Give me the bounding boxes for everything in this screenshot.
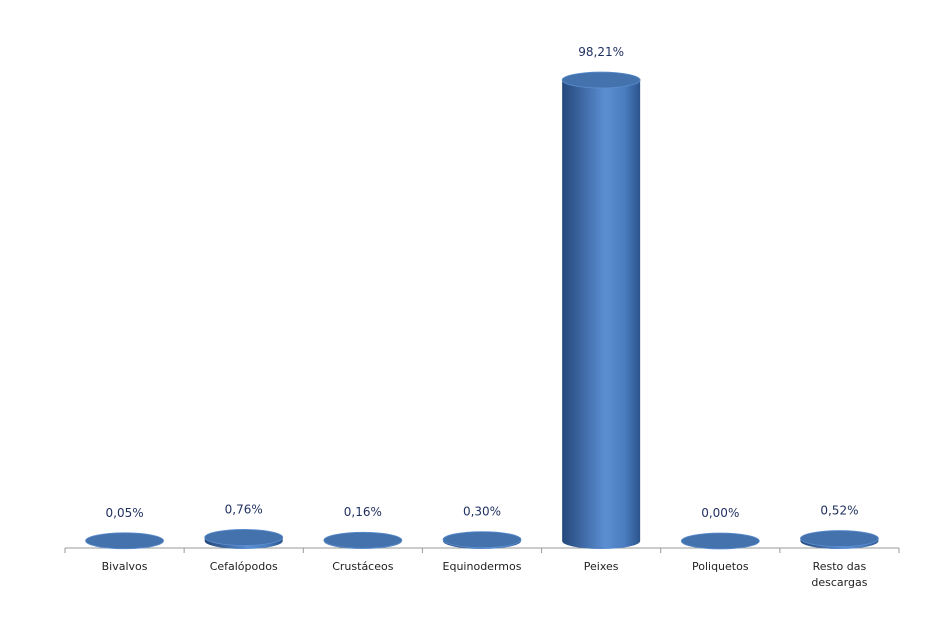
cylinder-top <box>323 531 403 549</box>
x-tick-label: Bivalvos <box>101 560 148 573</box>
cylinder-top <box>442 531 522 548</box>
value-label: 0,00% <box>701 506 739 520</box>
value-label: 0,76% <box>225 502 263 516</box>
cylinder-top <box>85 532 164 550</box>
x-tick-label: Peixes <box>583 560 619 573</box>
cylinder-top <box>680 532 760 550</box>
cylinder <box>562 80 641 549</box>
cylinder-top <box>561 71 641 89</box>
x-tick-label: Cefalópodos <box>209 560 278 573</box>
value-label: 0,30% <box>463 505 501 519</box>
value-label: 0,52% <box>820 504 858 518</box>
x-tick-label: Equinodermos <box>442 560 522 573</box>
cylinder-top <box>204 529 284 546</box>
x-tick-label: Crustáceos <box>332 560 394 573</box>
value-label: 0,05% <box>106 506 144 520</box>
value-label: 0,16% <box>344 505 382 519</box>
cylinder-top <box>800 530 879 547</box>
x-tick-label: Resto das descargas <box>811 560 868 589</box>
x-tick-label: Poliquetos <box>691 560 749 573</box>
value-label: 98,21% <box>578 45 624 59</box>
